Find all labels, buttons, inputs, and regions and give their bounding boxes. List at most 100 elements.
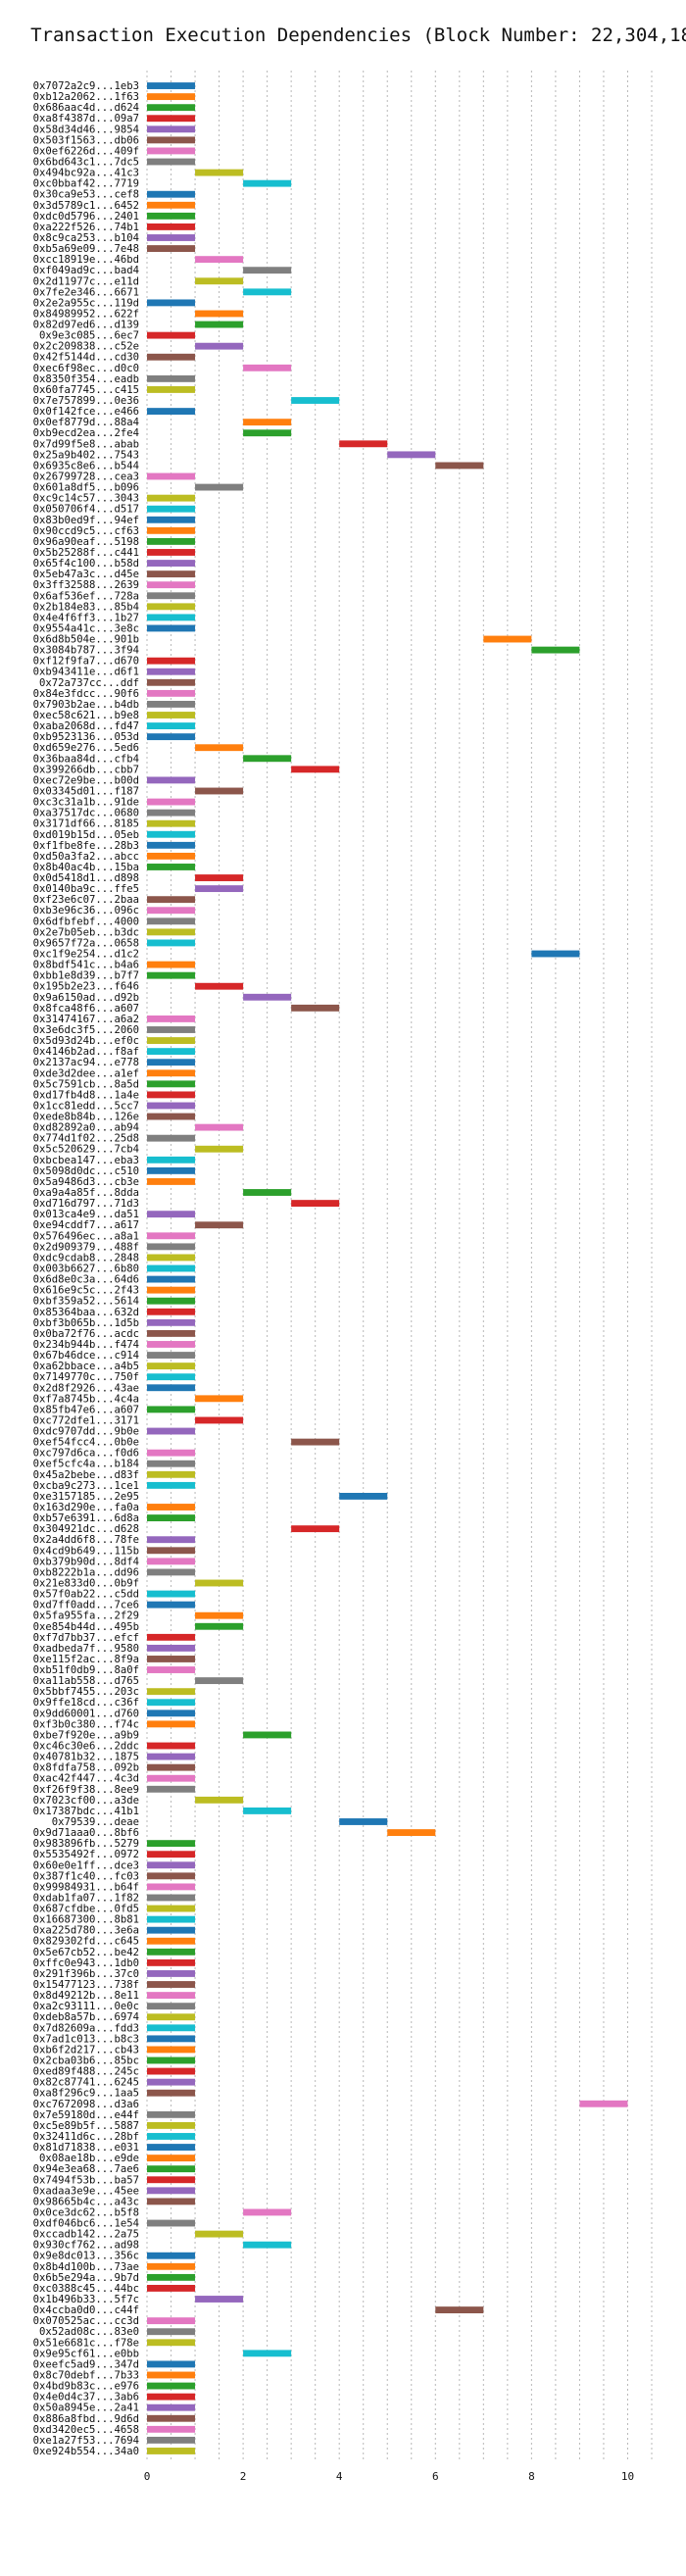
bar bbox=[147, 1633, 196, 1641]
bar bbox=[147, 624, 196, 632]
bar bbox=[147, 2436, 196, 2444]
bar bbox=[147, 1080, 196, 1088]
bar bbox=[147, 733, 196, 741]
y-tick-label: 0x4e4f6ff3...1b27 bbox=[33, 612, 139, 623]
bar bbox=[147, 712, 196, 718]
y-tick-label: 0x163d290e...fa0a bbox=[33, 1502, 139, 1513]
y-tick-label: 0x9a6150ad...d92b bbox=[33, 992, 139, 1004]
bar bbox=[195, 1221, 244, 1229]
y-tick-label: 0x31474167...a6a2 bbox=[33, 1014, 139, 1025]
y-tick-label: 0x83b0ed9f...94ef bbox=[33, 515, 139, 526]
y-tick-label: 0x399266db...cbb7 bbox=[33, 764, 139, 775]
bar bbox=[147, 2317, 196, 2325]
y-tick-label: 0x013ca4e9...da51 bbox=[33, 1209, 139, 1220]
bar bbox=[147, 2382, 196, 2390]
bar bbox=[195, 277, 244, 285]
y-tick-label: 0x3171df66...8185 bbox=[33, 818, 139, 830]
bar bbox=[195, 1395, 244, 1403]
bar bbox=[195, 1145, 244, 1153]
y-tick-label: 0xb379b90d...8df4 bbox=[33, 1556, 139, 1567]
y-tick-label: 0x81d71838...e031 bbox=[33, 2142, 139, 2154]
x-tick-label: 2 bbox=[240, 2470, 247, 2483]
y-tick-label: 0xec72e9be...b00d bbox=[33, 774, 139, 786]
bar bbox=[147, 104, 196, 112]
y-tick-label: 0x8bdf541c...b4a6 bbox=[33, 960, 139, 971]
bar bbox=[195, 342, 244, 350]
y-tick-label: 0xdab1fa07...1f82 bbox=[33, 1892, 139, 1904]
y-tick-label: 0xd019b15d...05eb bbox=[33, 829, 139, 841]
bar bbox=[147, 1373, 196, 1381]
y-tick-label: 0xb9523136...053d bbox=[33, 731, 139, 743]
y-tick-label: 0x601a8df5...b096 bbox=[33, 482, 139, 494]
bar bbox=[147, 1048, 196, 1056]
y-tick-label: 0xf26f9f38...8ee9 bbox=[33, 1784, 139, 1796]
y-tick-labels: 0x7072a2c9...1eb30xb12a2062...1f630x686a… bbox=[33, 80, 139, 2457]
y-tick-label: 0xe854b44d...495b bbox=[33, 1621, 139, 1633]
bar bbox=[435, 462, 484, 470]
bar bbox=[147, 1254, 196, 1262]
y-tick-label: 0xc5e89b5f...5887 bbox=[33, 2120, 139, 2132]
bar bbox=[147, 549, 196, 556]
bar bbox=[147, 961, 196, 968]
bar bbox=[195, 321, 244, 328]
bar bbox=[291, 397, 340, 404]
bar bbox=[387, 1829, 436, 1836]
bar bbox=[147, 2371, 196, 2379]
y-tick-label: 0xb51f0db9...8a0f bbox=[33, 1664, 139, 1676]
bar bbox=[147, 1460, 196, 1467]
y-tick-label: 0xa2c93111...0e0c bbox=[33, 2001, 139, 2012]
y-tick-label: 0xb3e96c36...096c bbox=[33, 905, 139, 916]
bar bbox=[195, 2296, 244, 2303]
bar bbox=[147, 2035, 196, 2043]
bar bbox=[147, 2024, 196, 2032]
bar bbox=[147, 2425, 196, 2433]
bar bbox=[147, 2448, 196, 2454]
bar bbox=[195, 744, 244, 752]
bar bbox=[147, 2078, 196, 2086]
bar bbox=[147, 2360, 196, 2368]
y-tick-label: 0xd50a3fa2...abcc bbox=[33, 851, 139, 863]
y-tick-label: 0x84989952...622f bbox=[33, 308, 139, 320]
bar bbox=[147, 678, 196, 686]
y-tick-label: 0x67b46dce...c914 bbox=[33, 1350, 139, 1362]
y-tick-label: 0xeefc5ad9...347d bbox=[33, 2358, 139, 2370]
y-tick-label: 0xadbeda7f...9580 bbox=[33, 1643, 139, 1655]
y-tick-label: 0x60e0e1ff...dce3 bbox=[33, 1859, 139, 1871]
bar bbox=[147, 1981, 196, 1988]
y-tick-label: 0xed89f488...245c bbox=[33, 2066, 139, 2078]
y-tick-label: 0xbb1e8d39...b7f7 bbox=[33, 970, 139, 982]
bar bbox=[291, 766, 340, 773]
x-tick-label: 10 bbox=[621, 2470, 634, 2483]
y-tick-label: 0xec6f98ec...d0c0 bbox=[33, 363, 139, 374]
y-tick-label: 0x30ca9e53...cef8 bbox=[33, 189, 139, 201]
y-tick-label: 0x2137ac94...e778 bbox=[33, 1057, 139, 1068]
y-tick-label: 0x7023cf00...a3de bbox=[33, 1795, 139, 1807]
bar bbox=[147, 2414, 196, 2422]
y-tick-label: 0x5c520629...7cb4 bbox=[33, 1144, 139, 1156]
bar bbox=[531, 950, 580, 958]
y-tick-label: 0x6dfbfebf...4000 bbox=[33, 916, 139, 927]
bar bbox=[291, 1438, 340, 1446]
bar bbox=[147, 2252, 196, 2259]
bar bbox=[147, 1514, 196, 1522]
bar bbox=[147, 1286, 196, 1294]
y-tick-label: 0x72a737cc...ddf bbox=[39, 677, 139, 689]
chart-title: Transaction Execution Dependencies (Bloc… bbox=[30, 25, 686, 46]
y-tick-label: 0x2cba03b6...85bc bbox=[33, 2056, 139, 2067]
y-tick-label: 0x7fe2e346...6671 bbox=[33, 286, 139, 298]
y-tick-label: 0xd659e276...5ed6 bbox=[33, 742, 139, 754]
y-tick-label: 0xac42f447...4c3d bbox=[33, 1773, 139, 1785]
y-tick-label: 0x6d8e0c3a...64d6 bbox=[33, 1274, 139, 1286]
bar bbox=[195, 483, 244, 491]
y-tick-label: 0x195b2e23...f646 bbox=[33, 981, 139, 993]
y-tick-label: 0x6af536ef...728a bbox=[33, 590, 139, 602]
bar bbox=[147, 1113, 196, 1120]
y-tick-label: 0x9657f72a...0658 bbox=[33, 937, 139, 949]
y-tick-label: 0x1b496b33...5f7c bbox=[33, 2294, 139, 2305]
bar bbox=[147, 864, 196, 870]
y-tick-label: 0xa225d780...3e6a bbox=[33, 1925, 139, 1937]
bar bbox=[147, 386, 196, 393]
y-tick-label: 0xa11ab558...d765 bbox=[33, 1675, 139, 1687]
bar bbox=[147, 147, 196, 155]
